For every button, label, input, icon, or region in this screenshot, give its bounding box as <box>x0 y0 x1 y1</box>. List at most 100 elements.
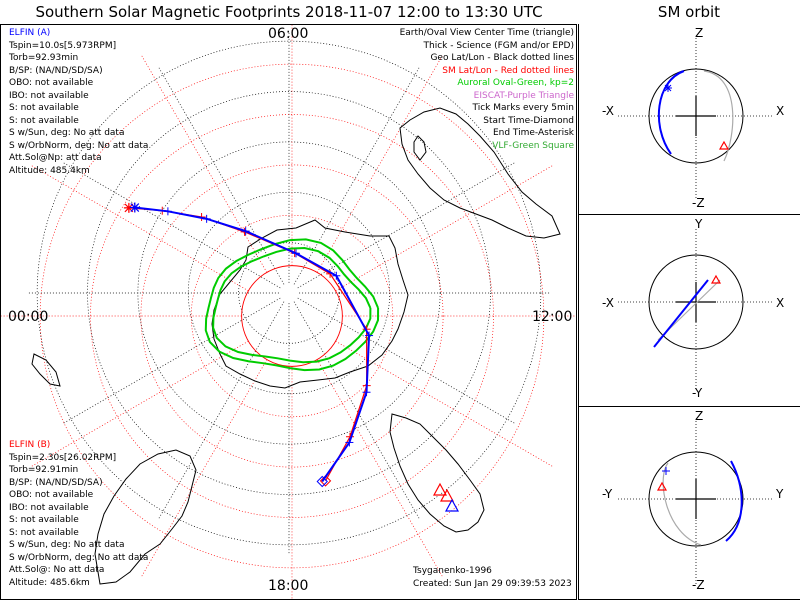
probe-b-line: OBO: not available <box>9 490 94 500</box>
map-frame <box>0 24 577 600</box>
madagascar-outline <box>413 135 427 161</box>
south-america-outline <box>389 413 485 533</box>
probe-b-line: S w/OrbNorm, deg: No att data <box>9 552 149 563</box>
geo-lat-circle <box>36 40 542 546</box>
earth-circle <box>648 451 744 547</box>
sm-grid <box>1 25 576 599</box>
legend-item: VLF-Green Square <box>492 140 574 151</box>
legend-item: End Time-Asterisk <box>492 128 574 138</box>
probe-a-line: S: not available <box>9 103 79 113</box>
footprint-track-layer <box>123 202 460 512</box>
probe-b-line: Altitude: 485.6km <box>9 577 90 588</box>
probe-b-line: Torb=92.91min <box>9 465 79 475</box>
credit-created: Created: Sun Jan 29 09:39:53 2023 <box>413 579 572 589</box>
new-zealand-outline <box>31 353 61 387</box>
orbit-title: SM orbit <box>657 3 721 21</box>
probe-a-info: ELFIN (A) Tspin=10.0s[5.973RPM] Torb=92.… <box>9 27 148 177</box>
start-time-diamond <box>316 475 328 488</box>
probe-a-line: B/SP: (NA/ND/SD/SA) <box>9 65 103 76</box>
footprint-track <box>134 206 371 483</box>
probe-b-line: B/SP: (NA/ND/SD/SA) <box>9 477 103 488</box>
end-time-asterisk <box>662 467 670 475</box>
probe-b-line: S w/Sun, deg: No att data <box>9 540 125 550</box>
credit-model: Tsyganenko-1996 <box>413 566 492 576</box>
probe-a-line: Att.Sol@Np: att data <box>9 153 102 163</box>
probe-a-line: Altitude: 485.4km <box>9 165 90 176</box>
view-center-triangle <box>656 481 668 491</box>
probe-b-line: S: not available <box>9 515 79 525</box>
probe-b-line: Att.Sol@: No att data <box>9 565 105 575</box>
orbit-panel-yz: Z -Z -Y Y <box>578 407 800 600</box>
probe-a-line: S w/OrbNorm, deg: No att data <box>9 140 149 151</box>
axis-label-right: Y <box>776 487 784 501</box>
geo-lat-circle <box>238 242 340 344</box>
probe-b-line: S: not available <box>9 527 79 538</box>
end-time-asterisk <box>129 202 140 213</box>
view-center-triangle <box>444 498 460 512</box>
orbit-panel-xy: Y -Y -X X <box>578 215 800 407</box>
auroral-oval <box>212 247 372 364</box>
legend-item: EISCAT-Purple Triangle <box>473 90 574 101</box>
probe-b-line: IBO: not available <box>9 502 89 513</box>
earth-circle <box>648 254 744 350</box>
africa-outline <box>399 107 561 239</box>
orbit-plot-xy <box>578 215 800 407</box>
end-time-asterisk <box>123 202 134 213</box>
legend-item: Auroral Oval-Green, kp=2 <box>457 78 574 88</box>
axis-label-left: -Y <box>602 487 613 501</box>
axis-label-right: X <box>776 296 785 310</box>
orbit-path-gray <box>703 70 734 162</box>
mlt-label-left: 00:00 <box>8 309 49 325</box>
geo-lat-circle <box>87 91 491 495</box>
orbit-panel-xz: Z -Z -X X <box>578 24 800 215</box>
australia-outline <box>94 449 197 585</box>
axis-label-bottom: -Z <box>692 196 705 210</box>
view-center-triangle <box>432 482 448 496</box>
probe-b-line: Tspin=2.30s[26.02RPM] <box>9 452 117 463</box>
sm-lat-circle <box>140 164 444 468</box>
mlt-label-bottom: 18:00 <box>268 578 309 594</box>
probe-a-line: S w/Sun, deg: No att data <box>9 128 125 138</box>
axis-label-bottom: -Y <box>692 386 703 400</box>
axis-label-right: X <box>776 104 785 118</box>
mlt-label-top: 06:00 <box>268 26 309 42</box>
page-title: Southern Solar Magnetic Footprints 2018-… <box>35 3 543 21</box>
orbit-plot-yz <box>578 407 800 600</box>
footprint-map <box>0 24 577 600</box>
axis-label-top: Z <box>695 26 704 40</box>
orbit-path-gray <box>662 462 702 546</box>
probe-a-line: IBO: not available <box>9 90 89 101</box>
legend-item: Earth/Oval View Center Time (triangle) <box>399 28 574 38</box>
probe-a-line: OBO: not available <box>9 78 94 88</box>
orbit-path <box>658 70 685 155</box>
legend-item: Start Time-Diamond <box>483 115 574 126</box>
legend-item: Tick Marks every 5min <box>472 103 574 113</box>
auroral-oval-layer <box>204 238 380 372</box>
mlt-label-right: 12:00 <box>532 309 573 325</box>
probe-a-line: S: not available <box>9 115 79 126</box>
axis-label-left: -X <box>602 296 614 310</box>
sm-lat-circle <box>90 114 494 518</box>
view-center-triangle <box>710 274 722 284</box>
start-time-diamond <box>319 475 332 487</box>
axis-label-left: -X <box>602 104 614 118</box>
probe-b-info: ELFIN (B) Tspin=2.30s[26.02RPM] Torb=92.… <box>9 439 148 589</box>
probe-a-line: Torb=92.93min <box>9 53 79 63</box>
legend-item: SM Lat/Lon - Red dotted lines <box>442 65 574 76</box>
orbit-path <box>725 460 743 542</box>
geo-grid <box>27 31 551 555</box>
earth-circle <box>648 68 744 164</box>
axis-label-bottom: -Z <box>692 578 705 592</box>
auroral-oval <box>204 238 380 372</box>
end-time-asterisk <box>664 84 672 92</box>
legend: Earth/Oval View Center Time (triangle) T… <box>400 27 574 152</box>
axis-label-top: Y <box>695 217 703 231</box>
legend-item: Thick - Science (FGM and/or EPD) <box>423 40 574 51</box>
sm-lat-circle <box>190 214 394 418</box>
view-center-triangle <box>718 140 730 150</box>
probe-a-line: Tspin=10.0s[5.973RPM] <box>9 40 117 51</box>
probe-b-name: ELFIN (B) <box>9 440 51 450</box>
probe-a-name: ELFIN (A) <box>9 28 51 38</box>
orbit-path <box>653 279 709 348</box>
legend-item: Geo Lat/Lon - Black dotted lines <box>430 53 574 63</box>
